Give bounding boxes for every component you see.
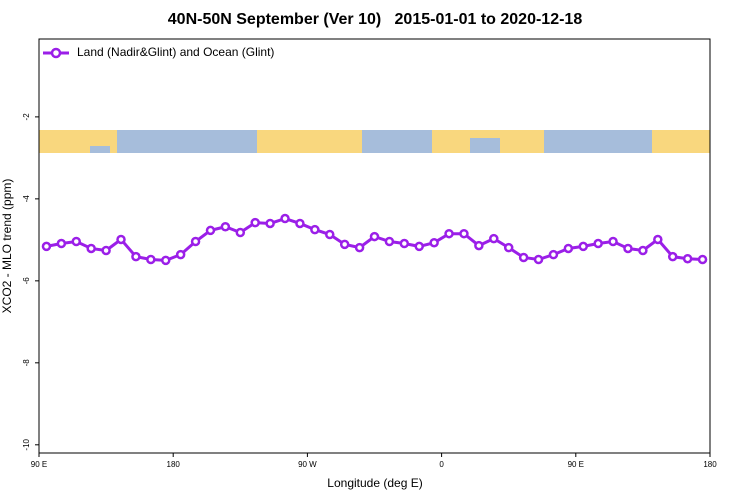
point [682, 253, 693, 264]
point [56, 238, 67, 249]
point [71, 236, 82, 247]
point [354, 242, 365, 253]
point [518, 252, 529, 263]
x-tick-label: 90 W [298, 460, 317, 469]
point [175, 249, 186, 260]
point [116, 234, 126, 245]
point [399, 238, 410, 249]
point [369, 231, 380, 242]
point [459, 228, 469, 239]
y-tick-label: -4 [22, 195, 31, 203]
point [250, 217, 260, 228]
point [205, 225, 216, 236]
point [295, 218, 305, 229]
point [667, 251, 678, 262]
point [414, 241, 424, 252]
point [608, 236, 618, 247]
point [41, 241, 52, 252]
x-tick-label: 180 [167, 460, 181, 469]
point [220, 221, 231, 232]
point [131, 251, 141, 262]
point [429, 237, 439, 248]
point [190, 236, 201, 247]
legend-marker [50, 47, 62, 59]
point [339, 239, 350, 250]
x-axis-label: Longitude (deg E) [327, 476, 422, 490]
point [533, 254, 544, 265]
point [653, 234, 663, 245]
point [101, 245, 111, 256]
x-tick-label: 180 [703, 460, 717, 469]
y-axis-label: XCO2 - MLO trend (ppm) [0, 179, 14, 314]
point [444, 228, 454, 239]
x-tick-label: 0 [439, 460, 444, 469]
y-tick-label: -2 [22, 113, 31, 121]
legend-label: Land (Nadir&Glint) and Ocean (Glint) [77, 45, 274, 59]
point [474, 240, 484, 251]
point [697, 254, 708, 265]
point [280, 213, 290, 224]
point [638, 245, 648, 256]
point [489, 233, 499, 244]
point [86, 243, 96, 254]
y-tick-label: -6 [22, 277, 31, 285]
point [563, 243, 574, 254]
chart-title: 40N-50N September (Ver 10) 2015-01-01 to… [168, 11, 583, 28]
point [325, 229, 335, 240]
y-tick-label: -8 [22, 359, 31, 367]
point [265, 218, 275, 229]
point [146, 254, 156, 265]
plot-frame [38, 38, 711, 454]
x-tick-label: 90 E [31, 460, 47, 469]
point [384, 236, 395, 247]
point [310, 224, 320, 235]
point [160, 255, 171, 266]
point [623, 243, 633, 254]
point [235, 227, 246, 238]
y-tick-label: -10 [22, 438, 31, 450]
x-tick-label: 90 E [568, 460, 584, 469]
point [548, 249, 559, 260]
point [593, 238, 603, 249]
point [578, 241, 589, 252]
point [503, 242, 514, 253]
map-strip [39, 130, 710, 153]
